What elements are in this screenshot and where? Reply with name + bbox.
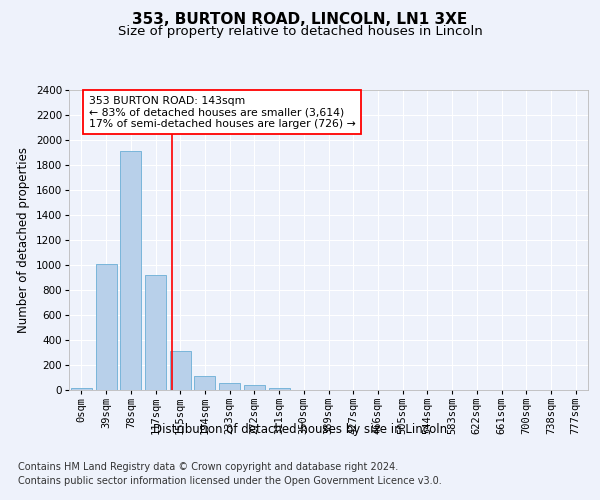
Text: Contains public sector information licensed under the Open Government Licence v3: Contains public sector information licen… — [18, 476, 442, 486]
Text: 353, BURTON ROAD, LINCOLN, LN1 3XE: 353, BURTON ROAD, LINCOLN, LN1 3XE — [133, 12, 467, 28]
Text: 353 BURTON ROAD: 143sqm
← 83% of detached houses are smaller (3,614)
17% of semi: 353 BURTON ROAD: 143sqm ← 83% of detache… — [89, 96, 356, 129]
Bar — [71, 388, 92, 390]
Text: Size of property relative to detached houses in Lincoln: Size of property relative to detached ho… — [118, 25, 482, 38]
Bar — [95, 264, 116, 390]
Bar — [194, 376, 215, 390]
Bar — [120, 151, 141, 390]
Bar — [170, 350, 191, 390]
Bar — [269, 388, 290, 390]
Bar — [244, 385, 265, 390]
Y-axis label: Number of detached properties: Number of detached properties — [17, 147, 30, 333]
Bar — [219, 383, 240, 390]
Bar — [145, 275, 166, 390]
Text: Distribution of detached houses by size in Lincoln: Distribution of detached houses by size … — [153, 422, 447, 436]
Text: Contains HM Land Registry data © Crown copyright and database right 2024.: Contains HM Land Registry data © Crown c… — [18, 462, 398, 472]
